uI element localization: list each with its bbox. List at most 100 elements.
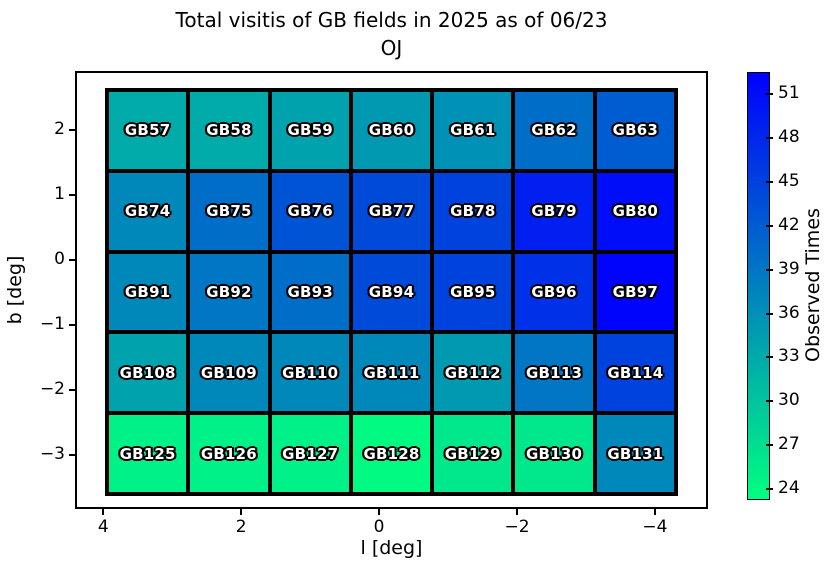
heatmap-cell-label: GB95	[450, 282, 496, 301]
heatmap-cell: GB125	[109, 415, 187, 492]
heatmap-cell-label: GB113	[526, 363, 583, 382]
heatmap-cell-label: GB76	[287, 202, 333, 221]
heatmap-cell: GB62	[515, 92, 593, 169]
colorbar-tick-mark	[766, 92, 773, 95]
heatmap-cell: GB58	[190, 92, 268, 169]
heatmap-cell: GB57	[109, 92, 187, 169]
y-tick-label: −1	[39, 314, 65, 335]
chart-subtitle: OJ	[380, 36, 403, 60]
heatmap-cell-label: GB130	[526, 444, 583, 463]
heatmap-cell-label: GB112	[444, 363, 501, 382]
y-tick-mark	[69, 454, 75, 457]
heatmap-cell: GB60	[352, 92, 431, 169]
colorbar-tick-mark	[766, 312, 773, 315]
heatmap-cell-label: GB125	[119, 444, 176, 463]
heatmap-cell: GB131	[596, 415, 674, 492]
heatmap-cell-label: GB111	[363, 363, 420, 382]
heatmap-cell: GB78	[434, 172, 512, 250]
heatmap-cell: GB92	[190, 253, 268, 331]
heatmap-grid: GB57 GB58 GB59 GB60 GB61 GB62 GB63 GB74 GB75 GB76…	[105, 88, 678, 496]
heatmap-cell-label: GB80	[612, 202, 659, 221]
heatmap-cell-label: GB59	[287, 121, 333, 140]
heatmap-cell-label: GB127	[282, 444, 339, 463]
heatmap-cell: GB127	[271, 415, 349, 492]
heatmap-cell-label: GB92	[206, 282, 252, 301]
heatmap-cell-label: GB77	[368, 202, 415, 221]
heatmap-cell-label: GB74	[124, 202, 171, 221]
heatmap-cell-label: GB110	[282, 363, 339, 382]
heatmap-cell-label: GB75	[206, 202, 252, 221]
x-tick-label: 0	[373, 517, 385, 537]
colorbar-label: Observed Times	[802, 208, 824, 362]
heatmap-cell-label: GB108	[119, 363, 176, 382]
heatmap-cell-label: GB63	[612, 121, 659, 140]
y-tick-label: −2	[39, 379, 65, 400]
colorbar-tick-label: 39	[778, 258, 800, 279]
heatmap-cell: GB109	[190, 334, 268, 412]
chart-title-block: Total visitis of GB fields in 2025 as of…	[75, 6, 708, 62]
colorbar-tick-label: 36	[778, 302, 800, 323]
y-tick-label: 0	[54, 249, 65, 270]
colorbar-tick-label: 48	[778, 126, 800, 147]
colorbar	[747, 72, 770, 500]
y-tick-mark	[69, 259, 75, 262]
colorbar-tick-mark	[766, 488, 773, 491]
colorbar-tick-label: 27	[778, 434, 800, 455]
heatmap-cell-label: GB60	[368, 121, 415, 140]
chart-title: Total visitis of GB fields in 2025 as of…	[175, 8, 608, 32]
heatmap-cell-label: GB78	[450, 202, 496, 221]
x-axis-label: l [deg]	[360, 537, 423, 559]
colorbar-tick-label: 51	[778, 82, 800, 103]
heatmap-cell: GB95	[434, 253, 512, 331]
heatmap-cell: GB108	[109, 334, 187, 412]
heatmap-cell: GB97	[596, 253, 674, 331]
colorbar-tick-mark	[766, 268, 773, 271]
heatmap-cell-label: GB96	[531, 282, 577, 301]
heatmap-cell: GB96	[515, 253, 593, 331]
heatmap-cell: GB130	[515, 415, 593, 492]
heatmap-cell: GB94	[352, 253, 431, 331]
heatmap-cell-label: GB114	[607, 363, 664, 382]
colorbar-tick-mark	[766, 180, 773, 183]
heatmap-cell: GB126	[190, 415, 268, 492]
colorbar-tick-mark	[766, 356, 773, 359]
colorbar-tick-mark	[766, 400, 773, 403]
heatmap-cell-label: GB61	[450, 121, 496, 140]
heatmap-cell: GB75	[190, 172, 268, 250]
heatmap-cell: GB61	[434, 92, 512, 169]
colorbar-tick-label: 30	[778, 390, 800, 411]
x-tick-mark	[653, 509, 656, 515]
heatmap-cell: GB111	[352, 334, 431, 412]
heatmap-cell: GB113	[515, 334, 593, 412]
y-tick-mark	[69, 389, 75, 392]
y-tick-label: 2	[54, 119, 65, 140]
heatmap-cell: GB77	[352, 172, 431, 250]
x-tick-mark	[240, 509, 243, 515]
heatmap-cell: GB79	[515, 172, 593, 250]
heatmap-cell: GB129	[434, 415, 512, 492]
heatmap-cell-label: GB58	[206, 121, 252, 140]
y-tick-label: −3	[39, 444, 65, 465]
y-tick-mark	[69, 324, 75, 327]
heatmap-cell-label: GB57	[124, 121, 171, 140]
heatmap-cell: GB110	[271, 334, 349, 412]
heatmap-cell-label: GB62	[531, 121, 577, 140]
heatmap-cell-label: GB79	[531, 202, 577, 221]
heatmap-cell: GB91	[109, 253, 187, 331]
x-tick-mark	[515, 509, 518, 515]
x-tick-mark	[102, 509, 105, 515]
x-tick-label: −2	[504, 517, 530, 537]
colorbar-tick-label: 45	[778, 170, 800, 191]
colorbar-tick-label: 42	[778, 214, 800, 235]
heatmap-cell: GB93	[271, 253, 349, 331]
heatmap-cell: GB59	[271, 92, 349, 169]
heatmap-cell: GB80	[596, 172, 674, 250]
heatmap-cell-label: GB131	[607, 444, 664, 463]
heatmap-cell: GB112	[434, 334, 512, 412]
colorbar-tick-mark	[766, 136, 773, 139]
heatmap-cell: GB63	[596, 92, 674, 169]
x-tick-mark	[378, 509, 381, 515]
colorbar-tick-mark	[766, 444, 773, 447]
x-tick-label: 2	[235, 517, 247, 537]
